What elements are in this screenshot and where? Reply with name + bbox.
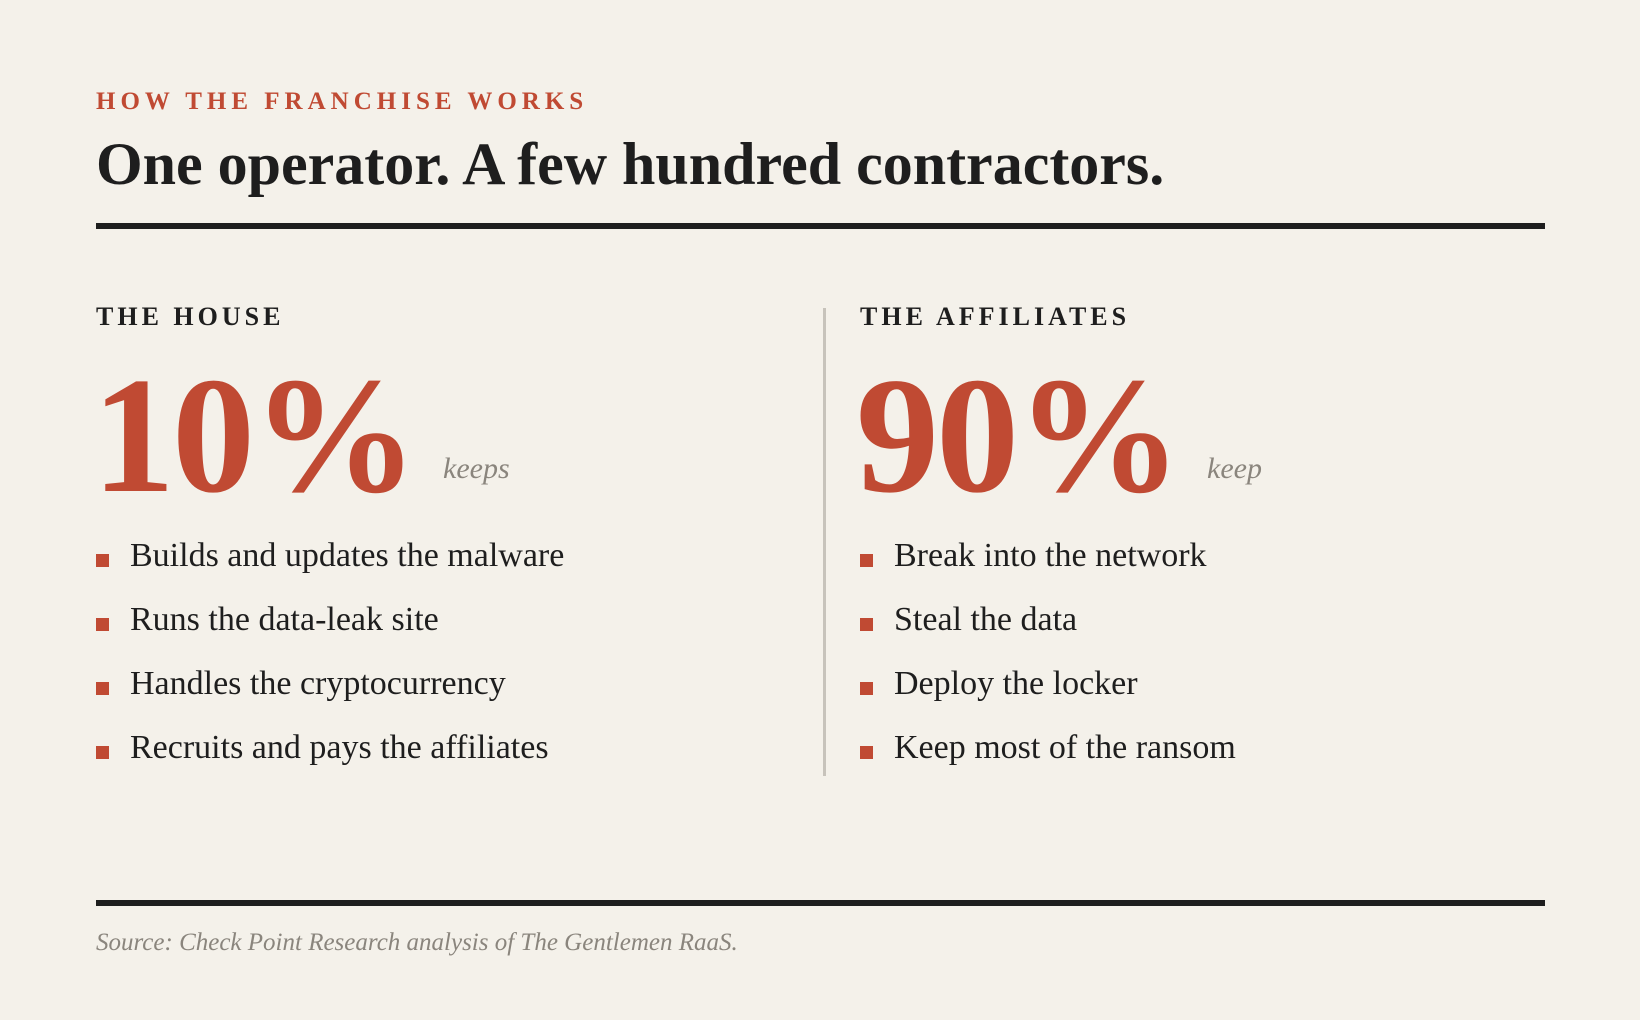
bullet-marker [96,554,109,567]
bottom-rule [96,900,1545,906]
kicker: HOW THE FRANCHISE WORKS [96,88,589,115]
list-item: Runs the data-leak site [130,601,439,638]
list-item: Break into the network [894,537,1207,574]
big-figure: 90% [856,343,1182,527]
column-heading: THE HOUSE [96,302,285,331]
figure-note: keeps [443,452,510,485]
list-item: Handles the cryptocurrency [130,665,506,702]
top-rule [96,223,1545,229]
list-item: Deploy the locker [894,665,1138,702]
list-item: Builds and updates the malware [130,537,565,574]
column-heading: THE AFFILIATES [860,302,1131,331]
bullet-marker [96,746,109,759]
list-item: Recruits and pays the affiliates [130,729,549,766]
column-divider [823,308,826,776]
bullet-marker [860,682,873,695]
list-item: Keep most of the ransom [894,729,1236,766]
bullet-marker [860,618,873,631]
bullet-marker [96,682,109,695]
bullet-marker [860,554,873,567]
bullet-marker [96,618,109,631]
list-item: Steal the data [894,601,1078,638]
figure-note: keep [1207,452,1262,485]
source-note: Source: Check Point Research analysis of… [96,929,738,956]
title: One operator. A few hundred contractors. [96,131,1165,197]
big-figure: 10% [92,343,418,527]
bullet-marker [860,746,873,759]
